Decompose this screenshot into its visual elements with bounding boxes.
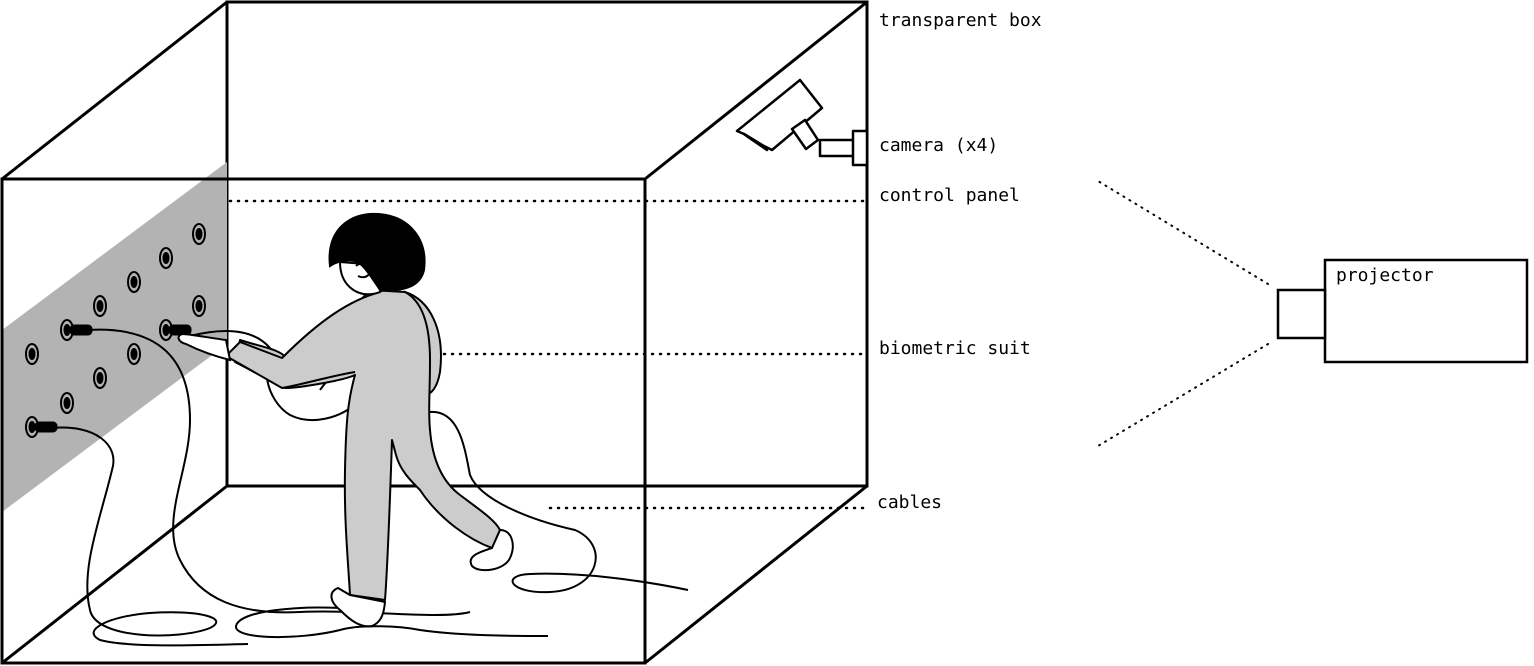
label-projector: projector [1336,265,1434,286]
socket [127,343,141,365]
front-arm [225,291,381,389]
socket [93,295,107,317]
socket [192,295,206,317]
plugs [34,324,192,433]
socket [60,392,74,414]
panel-sockets [25,223,206,438]
label-cables: cables [877,492,943,513]
cable [429,410,689,594]
projector-icon [1276,258,1529,364]
cable [51,426,249,647]
biometric-suit-body [234,289,501,601]
socket [25,343,39,365]
socket [127,271,141,293]
hair [328,212,426,292]
socket [159,247,173,269]
cable [235,606,549,639]
socket [93,367,107,389]
leader-lines [228,199,867,510]
label-control-panel: control panel [879,185,1020,206]
rear-foot [469,528,514,572]
label-biometric-suit: biometric suit [879,338,1031,359]
hand [177,332,232,362]
front-foot [330,586,387,628]
socket [192,223,206,245]
projection-beams [1097,180,1269,447]
label-camera: camera (x4) [879,135,999,156]
camera-icon [735,78,869,167]
person [177,212,514,628]
box-back-face [225,0,869,488]
label-transparent-box: transparent box [879,10,1042,31]
control-panel-wall [2,162,227,512]
transparent-box [0,0,868,665]
